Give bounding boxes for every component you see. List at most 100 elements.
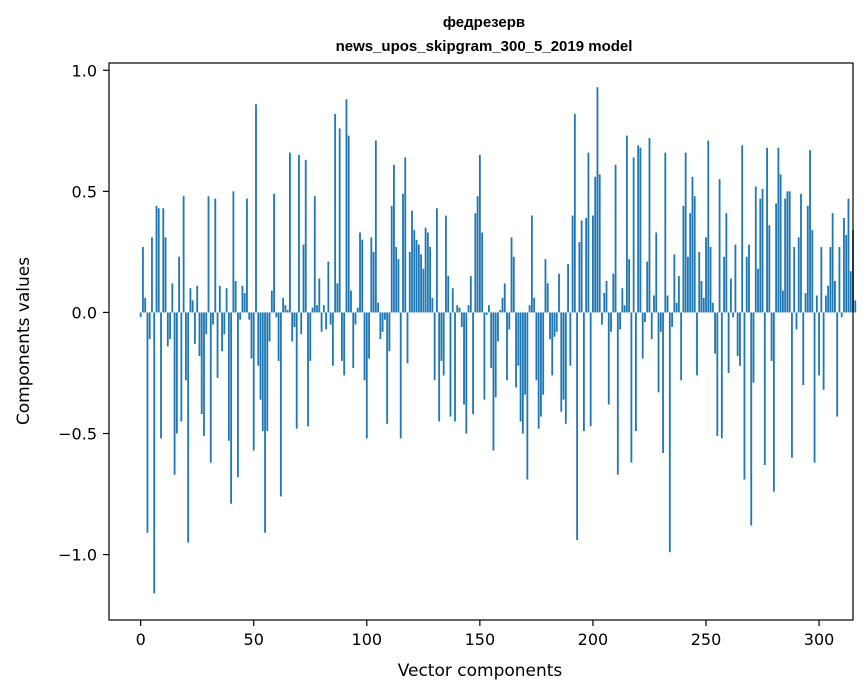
bar-8 xyxy=(157,208,160,313)
bar-242 xyxy=(687,256,689,313)
bar-181 xyxy=(549,312,551,340)
bar-99 xyxy=(363,312,366,381)
bar-270 xyxy=(750,312,753,526)
bar-101 xyxy=(368,312,370,359)
bar-233 xyxy=(666,295,669,313)
bar-65 xyxy=(286,310,289,313)
bar-135 xyxy=(445,215,447,313)
bar-3 xyxy=(146,312,149,533)
bar-123 xyxy=(417,244,420,313)
bar-184 xyxy=(555,312,558,332)
bar-295 xyxy=(806,205,809,313)
bar-128 xyxy=(429,247,432,313)
bar-205 xyxy=(603,293,606,313)
bar-77 xyxy=(313,196,316,313)
bar-259 xyxy=(725,213,728,313)
x-tick-label-6: 300 xyxy=(804,630,835,649)
bar-219 xyxy=(635,312,637,432)
bar-108 xyxy=(383,312,386,320)
bar-87 xyxy=(336,283,339,313)
bar-190 xyxy=(569,312,572,366)
bar-163 xyxy=(508,312,511,330)
bar-112 xyxy=(393,164,395,313)
bar-134 xyxy=(442,312,445,376)
bar-247 xyxy=(698,251,701,313)
bar-248 xyxy=(700,280,703,313)
bar-218 xyxy=(632,157,635,313)
bar-37 xyxy=(223,312,226,335)
bar-246 xyxy=(696,312,698,376)
bar-149 xyxy=(476,196,479,313)
bar-47 xyxy=(246,198,248,313)
bar-57 xyxy=(268,312,271,342)
bar-115 xyxy=(399,312,402,439)
bar-117 xyxy=(404,157,407,313)
bar-series xyxy=(139,87,857,594)
bar-4 xyxy=(148,312,151,340)
bar-5 xyxy=(151,237,153,313)
bar-298 xyxy=(813,312,816,463)
bar-150 xyxy=(478,155,481,313)
bar-300 xyxy=(818,312,820,376)
bar-162 xyxy=(506,312,508,381)
bar-138 xyxy=(451,288,454,313)
bar-12 xyxy=(166,312,169,347)
bar-14 xyxy=(171,283,174,313)
bar-200 xyxy=(592,215,594,313)
bar-70 xyxy=(298,155,300,313)
bar-17 xyxy=(178,256,181,313)
bar-276 xyxy=(763,312,766,466)
bar-155 xyxy=(490,312,493,369)
bar-265 xyxy=(739,312,741,366)
bar-31 xyxy=(209,312,212,463)
bar-210 xyxy=(614,164,617,313)
bar-19 xyxy=(182,196,185,313)
bar-10 xyxy=(162,208,165,313)
bar-274 xyxy=(759,198,762,313)
bar-239 xyxy=(680,312,683,381)
bar-207 xyxy=(607,312,610,405)
bar-153 xyxy=(485,312,488,315)
bar-171 xyxy=(526,312,529,480)
bar-104 xyxy=(374,140,377,313)
bar-80 xyxy=(320,312,323,332)
bar-130 xyxy=(433,312,436,381)
bar-120 xyxy=(411,210,413,313)
bar-143 xyxy=(463,312,465,405)
bar-167 xyxy=(517,312,520,366)
bar-196 xyxy=(582,312,585,432)
y-tick-label-0: −1.0 xyxy=(58,546,97,565)
bar-133 xyxy=(440,312,443,361)
bar-235 xyxy=(671,312,673,327)
bar-283 xyxy=(779,174,782,313)
bar-203 xyxy=(598,174,601,313)
bar-286 xyxy=(786,191,789,313)
bar-48 xyxy=(248,312,251,320)
bar-90 xyxy=(343,312,346,376)
bar-18 xyxy=(180,312,183,422)
bar-96 xyxy=(356,307,359,313)
bar-42 xyxy=(234,280,237,313)
bar-39 xyxy=(227,312,230,441)
bar-66 xyxy=(289,152,291,313)
bar-0 xyxy=(139,312,142,318)
bar-255 xyxy=(716,312,719,436)
bar-45 xyxy=(241,285,244,313)
chart-subtitle: news_upos_skipgram_300_5_2019 model xyxy=(336,38,633,55)
bar-68 xyxy=(293,312,296,327)
bar-189 xyxy=(567,264,569,313)
bar-121 xyxy=(413,230,416,313)
x-axis-label: Vector components xyxy=(398,661,563,681)
bar-232 xyxy=(664,152,667,313)
bar-137 xyxy=(449,312,452,417)
bar-20 xyxy=(184,312,187,381)
bar-15 xyxy=(173,312,176,475)
bar-299 xyxy=(815,295,818,313)
bar-202 xyxy=(596,87,599,313)
bar-28 xyxy=(203,312,205,436)
bar-146 xyxy=(469,276,472,313)
bar-285 xyxy=(784,198,787,313)
bar-29 xyxy=(205,312,208,335)
bar-148 xyxy=(474,213,477,313)
bar-71 xyxy=(300,312,303,335)
